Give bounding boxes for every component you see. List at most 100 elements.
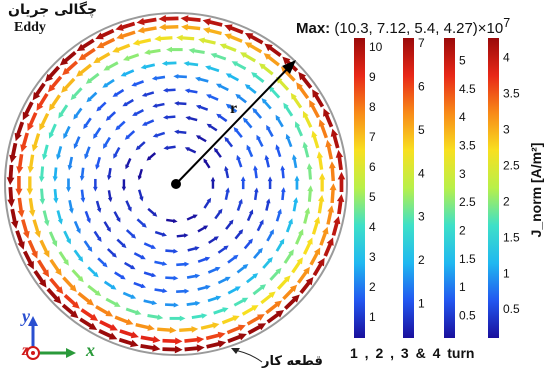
field-arrow — [68, 157, 73, 170]
field-arrow — [266, 125, 272, 137]
field-arrow — [318, 195, 324, 213]
field-arrow — [311, 131, 318, 148]
field-arrow — [82, 310, 99, 321]
field-arrow — [29, 198, 36, 217]
field-arrow — [198, 257, 210, 262]
colorbar-tick-label: 2 — [459, 223, 466, 237]
field-arrow — [120, 331, 139, 338]
colorbar-tick-label: 4 — [503, 50, 510, 64]
field-arrow — [40, 189, 46, 205]
field-arrow — [277, 239, 284, 252]
field-arrow — [327, 205, 334, 224]
field-arrow — [240, 52, 255, 61]
field-arrow — [237, 264, 248, 272]
colorbar-gradient — [488, 38, 499, 338]
field-arrow — [39, 167, 45, 183]
field-arrow — [93, 54, 109, 64]
field-arrow — [226, 220, 233, 230]
field-arrow — [74, 137, 80, 149]
field-arrow — [252, 108, 261, 118]
field-arrow — [144, 49, 160, 55]
field-arrow — [51, 260, 62, 276]
field-arrow — [123, 55, 139, 61]
field-arrow — [283, 103, 292, 116]
workpiece-label: قطعه کار — [262, 354, 323, 369]
field-arrow — [203, 27, 222, 34]
field-arrow — [270, 268, 281, 280]
field-arrow — [259, 63, 273, 74]
field-arrow — [141, 64, 155, 69]
field-arrow — [222, 315, 239, 322]
field-arrow — [60, 252, 69, 266]
field-arrow — [58, 105, 67, 118]
field-arrow — [88, 267, 98, 277]
field-arrow — [225, 187, 230, 199]
field-arrow — [95, 231, 102, 242]
field-arrow — [330, 183, 337, 203]
field-arrow — [49, 95, 60, 111]
colorbar-tick-label: 7 — [418, 36, 425, 50]
field-arrow — [95, 157, 100, 170]
field-arrow — [206, 332, 225, 339]
field-arrow — [100, 322, 118, 331]
x-axis-arrowhead — [66, 348, 76, 358]
colorbar-tick-label: 6 — [369, 160, 376, 174]
colorbar-tick-label: 6 — [418, 80, 425, 94]
field-arrow — [174, 101, 186, 106]
title-english: Eddy — [14, 20, 46, 36]
field-arrow — [236, 155, 241, 167]
colorbar-tick-label: 2.5 — [459, 195, 476, 209]
field-arrow — [73, 270, 84, 282]
field-arrow — [331, 129, 338, 148]
field-arrow — [106, 112, 115, 121]
field-arrow — [53, 167, 58, 181]
field-arrow — [106, 299, 120, 307]
field-arrow — [207, 124, 217, 131]
field-arrow — [266, 198, 271, 210]
field-arrow — [11, 209, 19, 229]
colorbar-tick-label: 1 — [459, 280, 466, 294]
field-arrow — [234, 127, 242, 137]
field-arrow — [84, 147, 89, 160]
field-arrow — [98, 258, 107, 267]
field-arrow — [189, 48, 205, 54]
field-arrow — [154, 35, 172, 41]
colorbar-tick-label: 5 — [459, 54, 466, 68]
field-arrow — [103, 138, 110, 149]
turn-labels: 1 , 2 , 3 & 4 turn — [350, 345, 474, 361]
max-prefix: Max: — [296, 20, 330, 37]
colorbar-gradient — [403, 38, 414, 338]
colorbar-tick-label: 3 — [503, 122, 510, 136]
field-arrow — [56, 146, 61, 159]
field-arrow — [50, 232, 57, 247]
field-arrow — [224, 34, 242, 42]
field-arrow — [293, 197, 298, 211]
field-arrow — [116, 32, 135, 39]
field-arrow — [303, 111, 311, 127]
field-arrow — [211, 177, 216, 189]
field-arrow — [292, 154, 297, 168]
field-arrow — [41, 240, 49, 257]
field-arrow — [170, 316, 186, 322]
field-arrow — [32, 134, 39, 152]
field-arrow — [173, 74, 187, 79]
field-arrow — [93, 128, 100, 139]
field-arrow — [163, 338, 183, 345]
field-arrow — [337, 194, 344, 214]
z-axis-dot-icon — [31, 351, 35, 355]
field-arrow — [325, 140, 332, 159]
field-arrow — [97, 39, 115, 48]
field-arrow — [153, 133, 165, 138]
field-arrow — [126, 309, 141, 315]
radius-label: r — [230, 100, 237, 118]
field-arrow — [33, 84, 44, 101]
field-arrow — [165, 276, 178, 281]
colorbar-tick-label: 3.5 — [503, 86, 520, 100]
colorbar-tick-label: 3 — [369, 250, 376, 264]
field-arrow — [278, 275, 290, 288]
field-arrow — [184, 336, 204, 343]
colorbar-tick-label: 4 — [459, 110, 466, 124]
field-arrow — [185, 344, 205, 352]
colorbar-turn-4: 43.532.521.510.5 — [488, 38, 520, 338]
field-arrow — [187, 274, 200, 279]
